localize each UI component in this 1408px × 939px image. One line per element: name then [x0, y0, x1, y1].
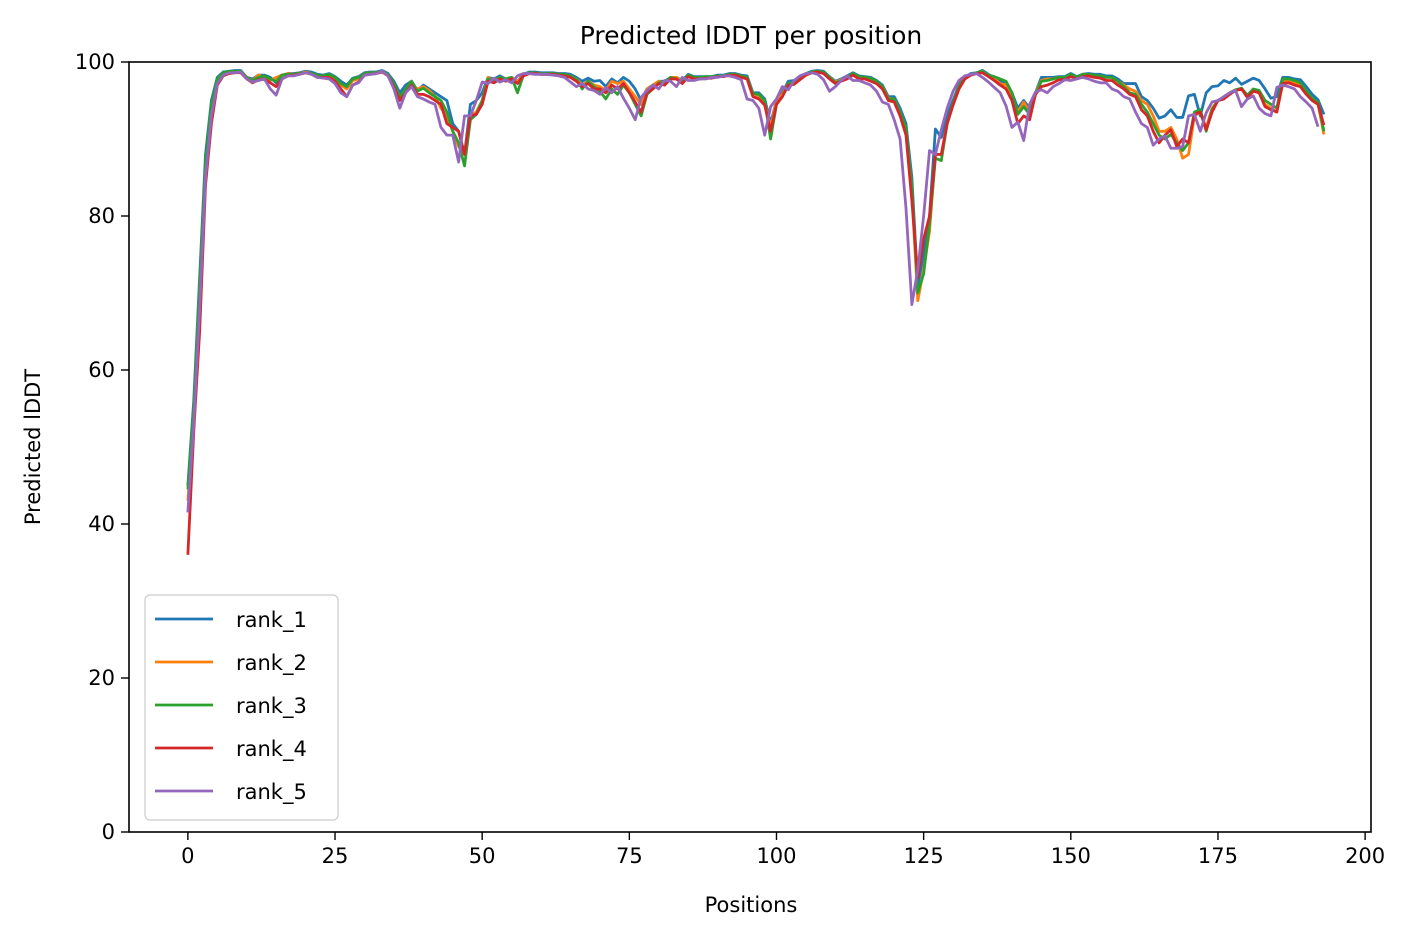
x-tick-label: 50 [469, 844, 496, 868]
x-tick-label: 150 [1051, 844, 1091, 868]
y-axis-ticks: 0 20 40 60 80 100 [75, 50, 129, 844]
legend-label-rank_2: rank_2 [236, 651, 307, 676]
x-tick-label: 25 [322, 844, 349, 868]
x-tick-label: 200 [1345, 844, 1385, 868]
series-line-rank_2 [186, 69, 1326, 501]
legend-label-rank_5: rank_5 [236, 780, 307, 805]
y-tick-label: 0 [102, 820, 115, 844]
y-tick-label: 40 [88, 512, 115, 536]
y-tick-label: 20 [88, 666, 115, 690]
y-axis-label: Predicted lDDT [21, 369, 45, 525]
x-axis-label: Positions [705, 893, 798, 917]
plot-frame [128, 61, 1372, 833]
x-tick-label: 75 [616, 844, 643, 868]
legend-label-rank_1: rank_1 [236, 608, 307, 633]
legend-label-rank_4: rank_4 [236, 737, 307, 762]
x-tick-label: 125 [904, 844, 944, 868]
x-tick-label: 175 [1198, 844, 1238, 868]
legend-label-rank_3: rank_3 [236, 694, 307, 719]
series-line-rank_5 [186, 69, 1320, 513]
legend-box [144, 594, 339, 821]
y-tick-label: 100 [75, 50, 115, 74]
y-tick-label: 80 [88, 204, 115, 228]
plot-lines [186, 69, 1326, 555]
x-tick-label: 100 [756, 844, 796, 868]
legend: rank_1 rank_2 rank_3 rank_4 rank_5 [144, 594, 339, 821]
x-tick-label: 0 [181, 844, 194, 868]
y-tick-label: 60 [88, 358, 115, 382]
chart-title: Predicted lDDT per position [580, 21, 922, 50]
x-axis-ticks: 0 25 50 75 100 125 150 175 200 [181, 832, 1385, 868]
